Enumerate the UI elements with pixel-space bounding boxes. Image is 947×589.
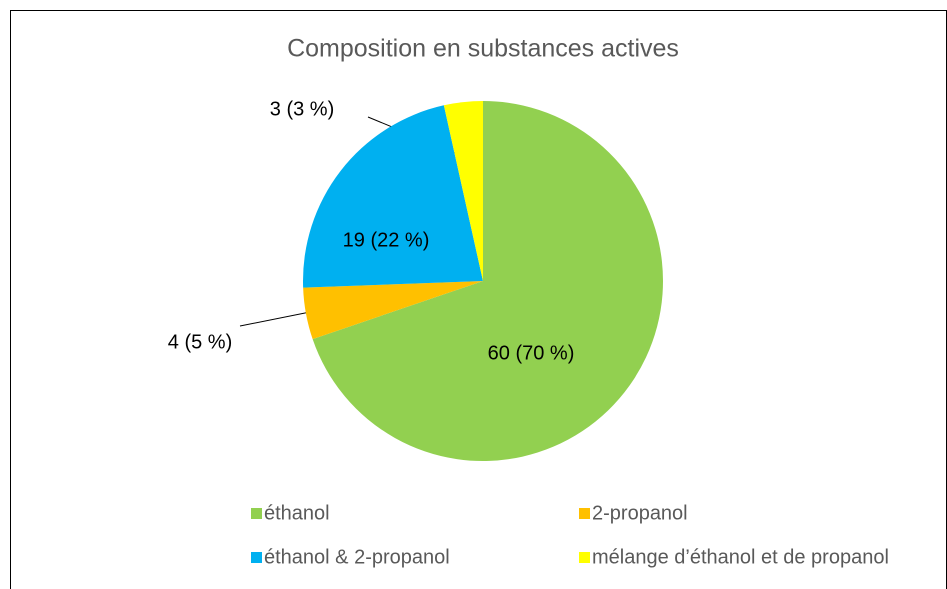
legend-label: 2-propanol <box>592 502 688 524</box>
chart-title: Composition en substances actives <box>287 35 679 63</box>
pie-slice <box>303 105 483 288</box>
pie-slice <box>312 101 663 461</box>
data-label: 19 (22 %) <box>343 229 430 251</box>
data-label: 3 (3 %) <box>270 98 334 120</box>
legend-label: mélange d’éthanol et de propanol <box>592 546 889 568</box>
data-label: 60 (70 %) <box>488 342 575 364</box>
legend-swatch <box>579 552 590 563</box>
data-label: 4 (5 %) <box>168 331 232 353</box>
legend-label: éthanol <box>264 502 330 524</box>
pie-slice <box>443 101 483 281</box>
legend-swatch <box>251 552 262 563</box>
legend-swatch <box>251 508 262 519</box>
legend-label: éthanol & 2-propanol <box>264 546 450 568</box>
leader-line <box>239 311 311 327</box>
pie-slice <box>303 281 483 340</box>
legend-swatch <box>579 508 590 519</box>
